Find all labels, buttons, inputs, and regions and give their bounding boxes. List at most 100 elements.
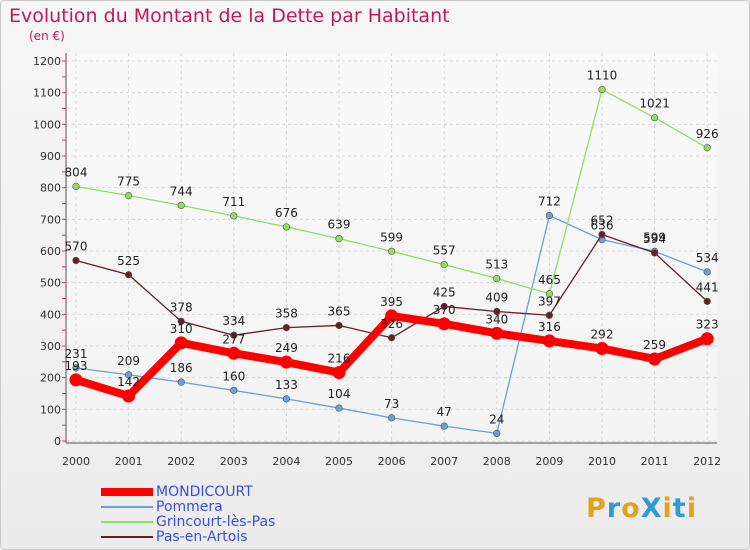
data-point: [282, 223, 291, 231]
data-point: [230, 331, 238, 339]
y-tick-label: 1000: [33, 118, 61, 131]
data-point: [440, 302, 448, 311]
data-point: [335, 404, 343, 412]
data-label: 231: [65, 347, 88, 361]
data-label: 409: [485, 290, 508, 304]
data-point: [493, 429, 501, 438]
data-point: [490, 326, 504, 340]
y-tick-label: 1200: [33, 55, 61, 68]
logo-letter: t: [672, 493, 687, 524]
data-point: [335, 321, 343, 330]
data-label: 277: [222, 332, 245, 346]
data-label: 47: [437, 405, 452, 419]
data-label: 133: [275, 378, 298, 392]
data-point: [437, 317, 451, 331]
data-label: 186: [170, 361, 193, 375]
data-point: [648, 352, 662, 366]
data-point: [177, 317, 185, 325]
data-label: 310: [170, 322, 193, 336]
data-point: [124, 191, 133, 200]
data-point: [650, 114, 659, 122]
data-point: [385, 309, 399, 323]
data-label: 711: [222, 195, 245, 209]
x-tick-label: 2003: [220, 455, 248, 468]
data-point: [282, 395, 291, 403]
x-tick-label: 2001: [115, 455, 143, 468]
data-label: 358: [275, 307, 298, 321]
data-label: 378: [170, 300, 193, 314]
data-label: 425: [433, 285, 456, 299]
data-point: [703, 297, 711, 305]
data-label: 365: [328, 304, 351, 318]
data-label: 712: [538, 195, 561, 209]
data-label: 926: [696, 127, 719, 141]
data-point: [440, 422, 448, 430]
data-label: 570: [65, 240, 88, 254]
data-label: 395: [380, 295, 403, 309]
data-point: [69, 373, 83, 387]
data-label: 370: [433, 303, 456, 317]
data-point: [545, 290, 554, 298]
legend-label: MONDICOURT: [156, 484, 253, 500]
data-point: [545, 211, 554, 220]
x-tick-label: 2005: [325, 455, 353, 468]
data-point: [279, 355, 293, 369]
data-point: [174, 336, 188, 350]
data-label: 804: [65, 165, 88, 179]
x-tick-label: 2006: [378, 455, 406, 468]
data-point: [493, 307, 501, 316]
data-point: [72, 364, 80, 372]
data-label: 465: [538, 273, 561, 287]
data-point: [700, 332, 714, 346]
data-point: [332, 366, 346, 380]
data-point: [703, 268, 711, 276]
chart-title: Evolution du Montant de la Dette par Hab…: [9, 5, 450, 27]
proxiti-logo: ProXiti: [586, 493, 697, 524]
data-point: [545, 311, 554, 319]
x-tick-label: 2002: [167, 455, 195, 468]
x-tick-label: 2007: [430, 455, 458, 468]
data-point: [335, 235, 343, 243]
data-label: 1110: [587, 69, 618, 83]
data-label: 1021: [639, 97, 670, 111]
legend-label: Grincourt-lès-Pas: [156, 514, 276, 530]
data-point: [598, 230, 606, 239]
y-tick-label: 900: [40, 150, 61, 163]
data-label: 639: [328, 218, 351, 232]
data-point: [122, 389, 136, 403]
x-tick-label: 2000: [62, 455, 90, 468]
data-point: [595, 342, 609, 356]
y-tick-label: 0: [54, 435, 61, 448]
y-tick-label: 800: [40, 182, 61, 195]
data-point: [72, 182, 80, 190]
x-tick-label: 2009: [535, 455, 563, 468]
data-label: 525: [117, 254, 140, 268]
data-label: 775: [117, 175, 140, 189]
data-point: [703, 144, 711, 152]
data-point: [598, 85, 606, 94]
data-label: 744: [170, 184, 193, 198]
y-tick-label: 600: [40, 245, 61, 258]
data-label: 594: [643, 232, 666, 246]
data-label: 259: [643, 338, 666, 352]
logo-letter: r: [606, 493, 622, 524]
data-label: 652: [591, 214, 614, 228]
x-tick-label: 2012: [693, 455, 721, 468]
data-point: [124, 271, 133, 279]
y-tick-label: 200: [40, 372, 61, 385]
legend-label: Pas-en-Artois: [156, 529, 248, 545]
data-label: 216: [328, 352, 351, 366]
logo-letter: o: [621, 493, 641, 524]
legend-swatch: [101, 488, 153, 496]
logo-letter: i: [686, 493, 697, 524]
data-label: 142: [117, 375, 140, 389]
data-label: 513: [485, 258, 508, 272]
data-label: 209: [117, 354, 140, 368]
data-label: 441: [696, 280, 719, 294]
y-tick-label: 100: [40, 403, 61, 416]
data-point: [124, 371, 133, 379]
data-label: 323: [696, 318, 719, 332]
x-tick-label: 2011: [641, 455, 669, 468]
